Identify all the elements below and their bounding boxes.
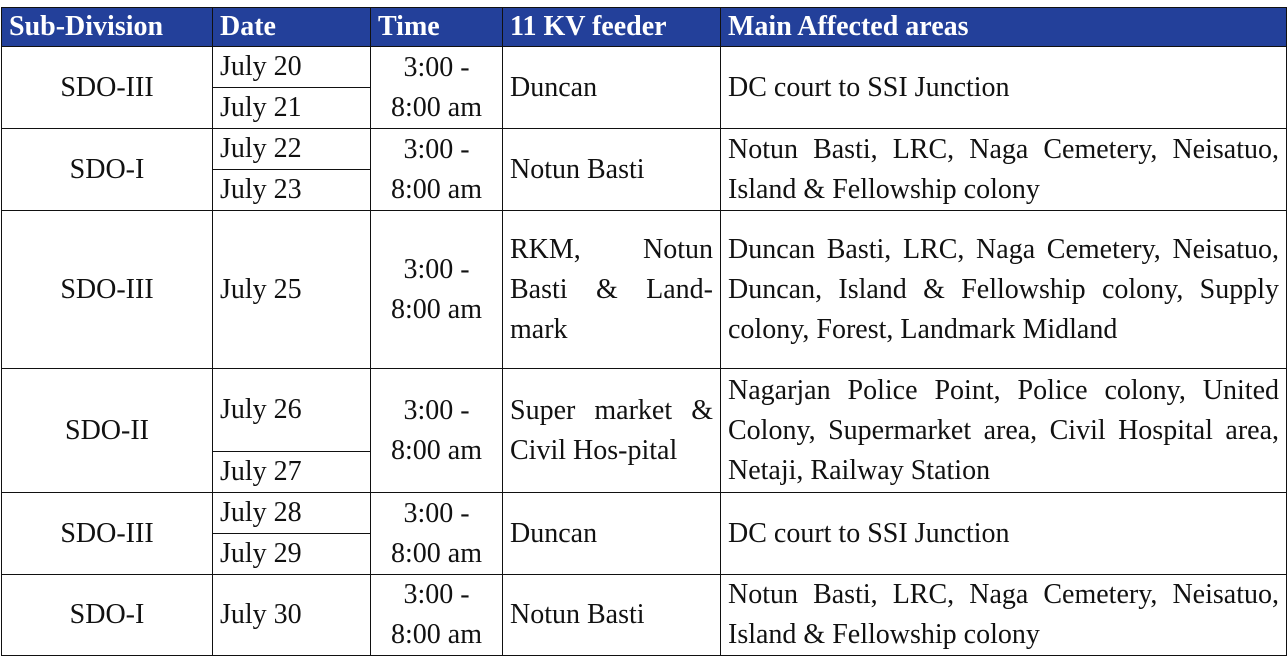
table-row: SDO-III July 25 3:00 - 8:00 am RKM, Notu… xyxy=(1,210,1287,369)
affected-areas: Notun Basti, LRC, Naga Cemetery, Neisatu… xyxy=(720,128,1287,211)
date: July 23 xyxy=(212,169,371,211)
affected-areas: DC court to SSI Junction xyxy=(720,492,1287,575)
date: July 21 xyxy=(212,87,371,129)
feeder: Super market & Civil Hos-pital xyxy=(502,368,721,493)
time: 3:00 - 8:00 am xyxy=(370,492,503,575)
header-row: Sub-Division Date Time 11 KV feeder Main… xyxy=(1,7,1287,47)
table-row: SDO-II July 26 3:00 - 8:00 am Super mark… xyxy=(1,368,1287,493)
table-row: SDO-I July 30 3:00 - 8:00 am Notun Basti… xyxy=(1,574,1287,656)
sub-division: SDO-III xyxy=(1,210,213,369)
date: July 27 xyxy=(212,451,371,493)
date: July 22 xyxy=(212,128,371,170)
affected-areas: Nagarjan Police Point, Police colony, Un… xyxy=(720,368,1287,493)
time: 3:00 - 8:00 am xyxy=(370,574,503,656)
table-row: SDO-III July 28 3:00 - 8:00 am Duncan DC… xyxy=(1,492,1287,575)
sub-division: SDO-I xyxy=(1,574,213,656)
header-sub-division: Sub-Division xyxy=(1,7,213,47)
feeder: Notun Basti xyxy=(502,128,721,211)
table-row: SDO-I July 22 3:00 - 8:00 am Notun Basti… xyxy=(1,128,1287,211)
feeder: Notun Basti xyxy=(502,574,721,656)
time: 3:00 - 8:00 am xyxy=(370,46,503,129)
date: July 30 xyxy=(212,574,371,656)
date: July 28 xyxy=(212,492,371,534)
feeder: RKM, Notun Basti & Land-mark xyxy=(502,210,721,369)
feeder: Duncan xyxy=(502,46,721,129)
date: July 25 xyxy=(212,210,371,369)
sub-division: SDO-II xyxy=(1,368,213,493)
date: July 29 xyxy=(212,533,371,575)
feeder: Duncan xyxy=(502,492,721,575)
affected-areas: Notun Basti, LRC, Naga Cemetery, Neisatu… xyxy=(720,574,1287,656)
sub-division: SDO-I xyxy=(1,128,213,211)
date: July 26 xyxy=(212,368,371,452)
affected-areas: DC court to SSI Junction xyxy=(720,46,1287,129)
table-row: SDO-III July 20 3:00 - 8:00 am Duncan DC… xyxy=(1,46,1287,129)
header-feeder: 11 KV feeder xyxy=(502,7,721,47)
sub-division: SDO-III xyxy=(1,492,213,575)
affected-areas: Duncan Basti, LRC, Naga Cemetery, Neisat… xyxy=(720,210,1287,369)
time: 3:00 - 8:00 am xyxy=(370,210,503,369)
time: 3:00 - 8:00 am xyxy=(370,368,503,493)
sub-division: SDO-III xyxy=(1,46,213,129)
date: July 20 xyxy=(212,46,371,88)
header-areas: Main Affected areas xyxy=(720,7,1287,47)
shutdown-schedule-table: Sub-Division Date Time 11 KV feeder Main… xyxy=(1,7,1287,656)
header-date: Date xyxy=(212,7,371,47)
time: 3:00 - 8:00 am xyxy=(370,128,503,211)
header-time: Time xyxy=(370,7,503,47)
